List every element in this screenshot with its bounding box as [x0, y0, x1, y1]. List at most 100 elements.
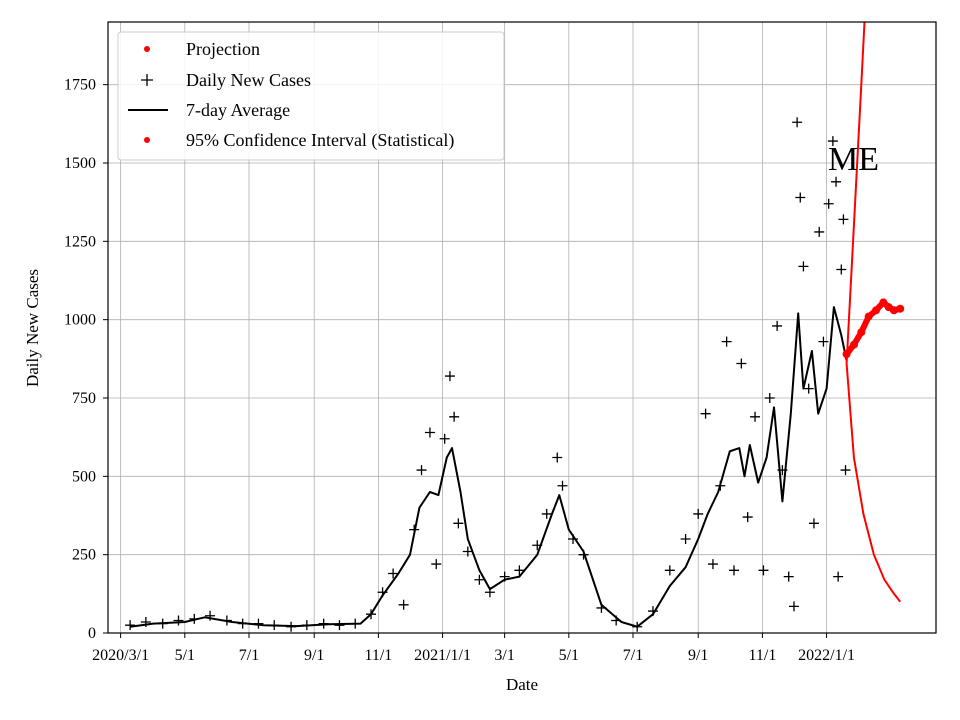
ci-upper-line [845, 22, 866, 364]
case-point [541, 508, 552, 519]
case-point [783, 571, 794, 582]
case-point [792, 117, 803, 128]
x-tick-label: 9/1 [688, 647, 708, 664]
case-point [721, 336, 732, 347]
case-point [552, 452, 563, 463]
projection-point [896, 304, 905, 313]
series-layer [125, 22, 905, 632]
case-point [831, 176, 842, 187]
case-point [398, 599, 409, 610]
plot-frame [107, 21, 937, 634]
projection-point [872, 306, 881, 315]
case-point [334, 620, 345, 631]
case-point [439, 433, 450, 444]
case-point [611, 615, 622, 626]
case-point [700, 408, 711, 419]
case-point [777, 465, 788, 476]
legend-label-7-day-average: 7-day Average [186, 100, 290, 120]
legend-marker-projection [144, 46, 150, 52]
case-point [715, 480, 726, 491]
case-point [318, 618, 329, 629]
legend-label-projection: Projection [186, 39, 260, 59]
y-tick-label: 250 [72, 547, 96, 564]
case-point [474, 574, 485, 585]
case-point [449, 411, 460, 422]
case-point [462, 546, 473, 557]
y-tick-label: 1750 [64, 77, 96, 94]
legend: Projection Daily New Cases 7-day Average… [117, 31, 505, 161]
case-point [578, 549, 589, 560]
case-point [808, 518, 819, 529]
case-point [788, 601, 799, 612]
case-point [388, 568, 399, 579]
case-point [750, 411, 761, 422]
case-point [173, 615, 184, 626]
case-point [499, 571, 510, 582]
case-point [840, 465, 851, 476]
x-tick-label: 11/1 [364, 647, 392, 664]
case-point [728, 565, 739, 576]
projection-point [849, 340, 858, 349]
case-point [647, 606, 658, 617]
case-point [764, 393, 775, 403]
y-axis-title: Daily New Cases [23, 269, 42, 387]
x-tick-label: 11/1 [748, 647, 776, 664]
x-tick-label: 7/1 [239, 647, 259, 664]
case-point [803, 383, 814, 394]
projection-point [879, 298, 888, 307]
case-point [632, 621, 643, 632]
x-tick-label: 7/1 [623, 647, 643, 664]
y-tick-label: 500 [72, 468, 96, 485]
case-point [424, 427, 435, 438]
case-point [157, 618, 168, 629]
state-label: ME [828, 141, 879, 178]
case-point [798, 261, 809, 272]
case-point [484, 587, 495, 598]
case-point [814, 226, 825, 237]
case-point [366, 609, 377, 620]
projection-point [889, 306, 898, 315]
projection-point [864, 312, 873, 321]
case-point [772, 320, 783, 331]
case-point [453, 518, 464, 529]
case-point [221, 615, 232, 626]
case-point [742, 512, 753, 523]
case-point [827, 136, 838, 147]
case-point [377, 587, 388, 598]
projection-point [857, 328, 866, 337]
case-point [269, 620, 280, 631]
legend-marker-daily-new-cases [141, 74, 153, 86]
legend-box [117, 31, 505, 161]
case-point [680, 534, 691, 544]
case-point [693, 508, 704, 519]
x-tick-label: 2021/1/1 [414, 647, 471, 664]
y-tick-label: 1250 [64, 233, 96, 250]
case-point [532, 540, 543, 551]
y-tick-label: 0 [88, 625, 96, 642]
legend-label-confidence-interval: 95% Confidence Interval (Statistical) [186, 130, 454, 151]
legend-label-daily-new-cases: Daily New Cases [186, 70, 311, 90]
legend-marker-confidence-interval [144, 137, 150, 143]
case-point [596, 602, 607, 613]
case-point [707, 559, 718, 570]
avg-line [129, 306, 848, 628]
case-point [189, 613, 200, 624]
x-tick-label: 9/1 [304, 647, 324, 664]
case-point [431, 559, 442, 570]
case-point [301, 620, 312, 631]
case-point [409, 524, 420, 535]
case-point [125, 620, 136, 631]
case-point [140, 617, 151, 628]
case-point [836, 264, 847, 275]
tick-layer: 2020/3/1 5/1 7/1 9/1 11/1 2021/1/1 3/1 5/1 7/1 9/… [64, 77, 855, 664]
case-point [823, 198, 834, 209]
y-tick-label: 1000 [64, 312, 96, 329]
case-point [237, 618, 248, 629]
case-point [838, 214, 849, 225]
case-point [205, 610, 216, 621]
case-point [416, 465, 427, 476]
x-tick-label: 5/1 [175, 647, 195, 664]
ci-lower-line [845, 363, 901, 603]
x-tick-label: 2020/3/1 [92, 647, 149, 664]
